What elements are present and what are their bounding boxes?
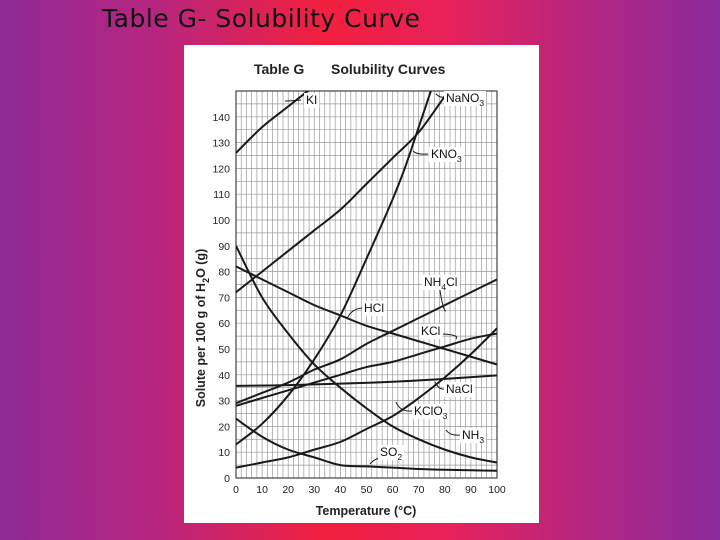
x-tick-label: 100	[488, 484, 506, 496]
y-tick-label: 70	[218, 292, 230, 304]
y-tick-label: 110	[213, 189, 230, 201]
y-tick-label: 20	[218, 421, 230, 433]
series-label-so2: SO2	[380, 445, 402, 462]
x-tick-label: 50	[361, 484, 373, 496]
x-tick-label: 20	[282, 484, 294, 496]
y-tick-label: 60	[218, 318, 230, 330]
series-curve-ki	[236, 91, 310, 154]
series-label-nano3: NaNO3	[446, 91, 484, 108]
chart-table-label: Table G	[254, 61, 304, 77]
solubility-chart: Table G Solubility Curves 0 10 20 30 40 50 60 7…	[194, 61, 506, 518]
series-curve-nh3	[236, 245, 497, 464]
leader-line-nacl	[434, 381, 445, 390]
leader-line-nh3	[445, 429, 461, 436]
leader-line-kcl	[442, 333, 458, 340]
y-tick-label: 80	[218, 267, 230, 279]
series-label-background	[362, 301, 386, 316]
leader-line-nano3	[435, 93, 445, 98]
series-label-background	[444, 91, 487, 106]
x-tick-label: 60	[387, 484, 399, 496]
series-curve-kclo3	[236, 327, 497, 469]
chart-series-labels: KI NaNO3 KNO3 NH4Cl HCl KCl NaCl KClO3 NH3 SO2	[284, 91, 487, 465]
x-axis-label: Temperature (°C)	[316, 504, 417, 518]
y-tick-label: 40	[218, 370, 230, 382]
y-tick-label: 30	[218, 396, 230, 408]
series-curve-nacl	[236, 374, 497, 387]
y-tick-label: 90	[218, 241, 230, 253]
series-label-kno3: KNO3	[431, 147, 462, 164]
leader-line-kno3	[412, 150, 429, 155]
chart-title: Solubility Curves	[331, 61, 446, 77]
series-label-background	[429, 147, 464, 162]
slide-title: Table G- Solubility Curve	[102, 4, 421, 33]
leader-line-kclo3	[395, 401, 413, 412]
plot-frame	[235, 90, 498, 479]
chart-ticks: 0 10 20 30 40 50 60 70 80 90 100 0 10 20 30 40 50 60 70 80 9…	[212, 112, 505, 496]
series-label-background	[460, 428, 487, 443]
x-tick-label: 90	[465, 484, 477, 496]
x-tick-label: 30	[308, 484, 320, 496]
series-label-kclo3: KClO3	[414, 404, 448, 421]
series-label-background	[419, 324, 443, 339]
y-tick-label: 50	[218, 344, 230, 356]
series-curve-kno3	[236, 91, 432, 446]
y-tick-label: 10	[218, 447, 230, 459]
chart-curves	[236, 91, 497, 472]
leader-line-hcl	[346, 307, 363, 320]
series-curve-hcl	[236, 265, 497, 366]
x-tick-label: 80	[439, 484, 451, 496]
series-label-kcl: KCl	[421, 324, 440, 338]
y-tick-label: 120	[212, 163, 230, 175]
x-tick-label: 40	[335, 484, 347, 496]
x-tick-label: 10	[256, 484, 268, 496]
y-tick-label: 130	[212, 138, 230, 150]
series-label-hcl: HCl	[364, 301, 384, 315]
series-label-background	[444, 382, 475, 397]
series-label-ki: KI	[306, 93, 317, 107]
series-label-background	[304, 93, 320, 108]
series-label-background	[378, 445, 405, 460]
y-tick-label: 100	[212, 215, 230, 227]
y-tick-label: 0	[224, 473, 230, 485]
series-label-nacl: NaCl	[446, 382, 473, 396]
x-tick-label: 0	[233, 484, 239, 496]
y-axis-label: Solute per 100 g of H2O (g)	[194, 249, 211, 408]
leader-line-ki	[284, 99, 302, 102]
solubility-chart-figure: Table G Solubility Curves 0 10 20 30 40 50 60 7…	[184, 45, 539, 523]
series-label-nh3: NH3	[462, 428, 484, 445]
series-label-background	[422, 275, 460, 290]
y-tick-label: 140	[212, 112, 230, 124]
series-curve-kcl	[236, 332, 497, 407]
series-curve-nano3	[236, 95, 446, 294]
series-label-nh4cl: NH4Cl	[424, 275, 457, 292]
series-label-background	[412, 404, 450, 419]
x-tick-label: 70	[413, 484, 425, 496]
series-curve-so2	[236, 417, 497, 472]
